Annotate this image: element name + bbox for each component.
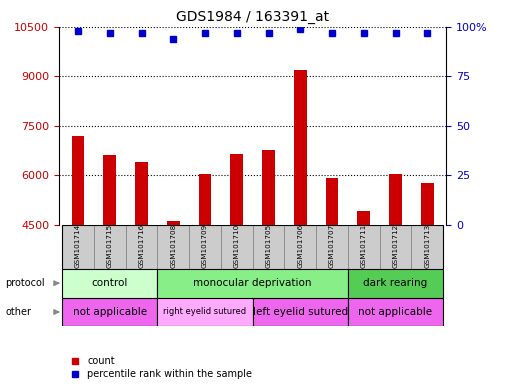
Bar xyxy=(62,298,157,326)
Bar xyxy=(62,269,157,298)
Text: GSM101708: GSM101708 xyxy=(170,224,176,268)
Bar xyxy=(389,174,402,225)
Bar xyxy=(262,151,275,225)
Text: GSM101705: GSM101705 xyxy=(266,224,271,268)
Bar xyxy=(253,225,284,269)
Bar xyxy=(348,225,380,269)
Bar xyxy=(135,162,148,225)
Bar xyxy=(104,156,116,225)
Bar xyxy=(380,225,411,269)
Text: GSM101712: GSM101712 xyxy=(392,224,399,268)
Bar xyxy=(230,154,243,225)
Text: GSM101706: GSM101706 xyxy=(297,224,303,268)
Bar xyxy=(94,225,126,269)
Text: GSM101710: GSM101710 xyxy=(234,224,240,268)
Bar xyxy=(294,70,307,225)
Bar xyxy=(157,298,253,326)
Text: GSM101707: GSM101707 xyxy=(329,224,335,268)
Text: GSM101715: GSM101715 xyxy=(107,224,113,268)
Bar xyxy=(199,174,211,225)
Bar xyxy=(284,225,316,269)
Text: GSM101713: GSM101713 xyxy=(424,224,430,268)
Bar xyxy=(189,225,221,269)
Text: left eyelid sutured: left eyelid sutured xyxy=(253,307,348,317)
Text: dark rearing: dark rearing xyxy=(363,278,428,288)
Bar xyxy=(411,225,443,269)
Bar xyxy=(157,269,348,298)
Bar xyxy=(62,225,94,269)
Text: not applicable: not applicable xyxy=(73,307,147,317)
Text: GSM101714: GSM101714 xyxy=(75,224,81,268)
Bar xyxy=(348,298,443,326)
Bar xyxy=(421,184,433,225)
Text: not applicable: not applicable xyxy=(359,307,432,317)
Text: protocol: protocol xyxy=(5,278,45,288)
Bar xyxy=(126,225,157,269)
Bar xyxy=(221,225,253,269)
Legend: count, percentile rank within the sample: count, percentile rank within the sample xyxy=(71,356,252,379)
Bar xyxy=(157,225,189,269)
Text: other: other xyxy=(5,307,31,317)
Bar xyxy=(326,179,339,225)
Text: right eyelid sutured: right eyelid sutured xyxy=(164,308,247,316)
Bar xyxy=(72,136,85,225)
Text: GSM101716: GSM101716 xyxy=(139,224,145,268)
Text: control: control xyxy=(92,278,128,288)
Text: GSM101711: GSM101711 xyxy=(361,224,367,268)
Bar xyxy=(167,221,180,225)
Bar xyxy=(358,212,370,225)
Bar xyxy=(348,269,443,298)
Title: GDS1984 / 163391_at: GDS1984 / 163391_at xyxy=(176,10,329,25)
Bar xyxy=(316,225,348,269)
Text: monocular deprivation: monocular deprivation xyxy=(193,278,312,288)
Bar xyxy=(253,298,348,326)
Text: GSM101709: GSM101709 xyxy=(202,224,208,268)
